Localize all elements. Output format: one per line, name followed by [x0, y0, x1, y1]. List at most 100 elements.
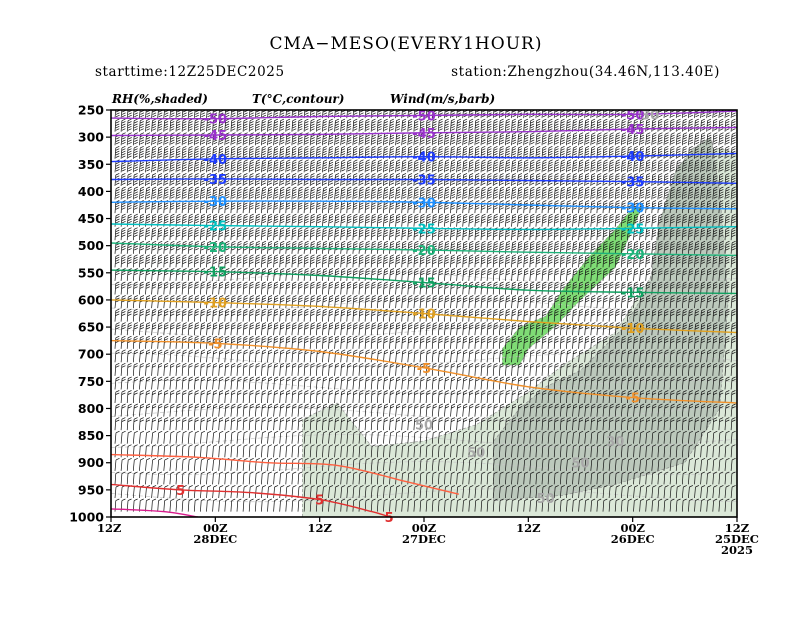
wind-barb [181, 240, 187, 254]
wind-barb [468, 295, 474, 309]
wind-barb [559, 173, 565, 187]
wind-barb [700, 349, 706, 363]
wind-barb [547, 362, 553, 376]
wind-barb [224, 110, 230, 119]
wind-barb [242, 295, 248, 309]
wind-barb [614, 186, 620, 200]
wind-barb [718, 457, 724, 471]
wind-barb [248, 254, 254, 268]
rh-contour-label: 30 [641, 108, 659, 123]
wind-barb [450, 173, 455, 187]
wind-barb [242, 362, 248, 376]
wind-barb [541, 444, 547, 458]
wind-barb [694, 362, 699, 376]
wind-barb [309, 110, 315, 119]
wind-barb [590, 186, 596, 200]
wind-barb [688, 498, 693, 512]
wind-barb [248, 186, 254, 200]
wind-barb [328, 254, 333, 268]
wind-barb [627, 118, 632, 132]
wind-barb [572, 498, 577, 512]
wind-barb [706, 281, 712, 295]
wind-barb [718, 268, 724, 281]
wind-barb [669, 349, 675, 363]
wind-barb [511, 240, 517, 254]
wind-barb [602, 471, 608, 485]
wind-barb [602, 485, 608, 499]
wind-barb [395, 322, 401, 336]
wind-barb [181, 159, 187, 173]
wind-barb [669, 335, 675, 349]
wind-barb [364, 240, 370, 254]
wind-barb [547, 417, 553, 431]
wind-barb [425, 110, 431, 119]
wind-barb [437, 498, 443, 512]
wind-barb [169, 186, 175, 200]
temp-contour-label: -40 [621, 150, 645, 165]
wind-barb [572, 403, 578, 417]
wind-barb [187, 457, 193, 471]
wind-barb [120, 457, 126, 471]
wind-barb [169, 498, 175, 512]
wind-barb [401, 132, 407, 146]
wind-barb [425, 471, 431, 485]
wind-barb [395, 132, 401, 146]
wind-barb [474, 457, 480, 471]
wind-barb [267, 281, 272, 295]
wind-barb [444, 295, 450, 309]
wind-barb [688, 430, 694, 444]
wind-barb [193, 485, 199, 499]
wind-barb [505, 498, 510, 512]
wind-barb [712, 145, 718, 159]
wind-barb [614, 145, 620, 159]
wind-barb [114, 118, 120, 132]
wind-barb [364, 430, 370, 444]
wind-barb [322, 132, 328, 146]
wind-barb [694, 322, 700, 336]
wind-barb [370, 485, 376, 499]
wind-barb [181, 308, 187, 322]
wind-barb [669, 240, 675, 254]
wind-barb [620, 362, 626, 376]
wind-barb [114, 281, 120, 295]
wind-barb [218, 118, 224, 132]
wind-barb [383, 227, 388, 241]
wind-barb [608, 110, 614, 119]
wind-barb [572, 145, 577, 159]
wind-barb [431, 376, 437, 390]
wind-barb [505, 268, 511, 281]
wind-barb [151, 457, 157, 471]
wind-barb [492, 227, 498, 241]
wind-barb [437, 268, 443, 281]
wind-barb [163, 376, 169, 390]
wind-barb [462, 430, 468, 444]
wind-barb [206, 268, 212, 281]
wind-barb [572, 362, 577, 376]
wind-barb [132, 335, 138, 349]
wind-barb [200, 213, 206, 227]
wind-barb [248, 132, 254, 146]
wind-barb [517, 145, 523, 159]
wind-barb [279, 159, 285, 173]
wind-barb [206, 159, 212, 173]
wind-barb [254, 430, 260, 444]
wind-barb [267, 390, 272, 404]
wind-barb [254, 417, 260, 431]
wind-barb [151, 254, 157, 268]
wind-barb [407, 430, 413, 444]
wind-barb [273, 213, 279, 227]
wind-barb [718, 498, 724, 512]
wind-barb [267, 335, 272, 349]
wind-barb [498, 254, 504, 268]
wind-barb [328, 498, 333, 512]
wind-barb [145, 308, 150, 322]
wind-barb [730, 349, 736, 363]
wind-barb [297, 308, 303, 322]
wind-barb [267, 457, 273, 471]
wind-barb [273, 471, 279, 485]
wind-barb [212, 159, 218, 173]
wind-barb [236, 498, 242, 512]
wind-barb [517, 213, 523, 227]
wind-barb [639, 335, 645, 349]
wind-barb [187, 132, 193, 146]
